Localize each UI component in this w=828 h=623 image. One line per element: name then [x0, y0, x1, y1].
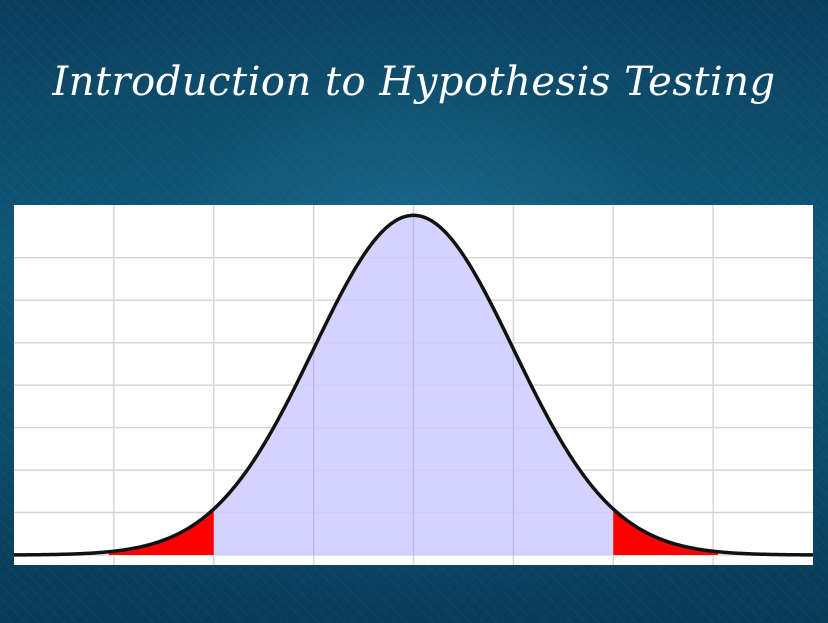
- left-rejection-region: [108, 509, 214, 555]
- right-rejection-region: [613, 509, 719, 555]
- page-title: Introduction to Hypothesis Testing: [52, 59, 776, 105]
- normal-distribution-chart: [14, 205, 813, 565]
- normal-curve-line: [14, 213, 813, 557]
- chart-panel: [14, 205, 813, 565]
- curve-layer: [14, 213, 813, 557]
- area-layer: [108, 215, 719, 555]
